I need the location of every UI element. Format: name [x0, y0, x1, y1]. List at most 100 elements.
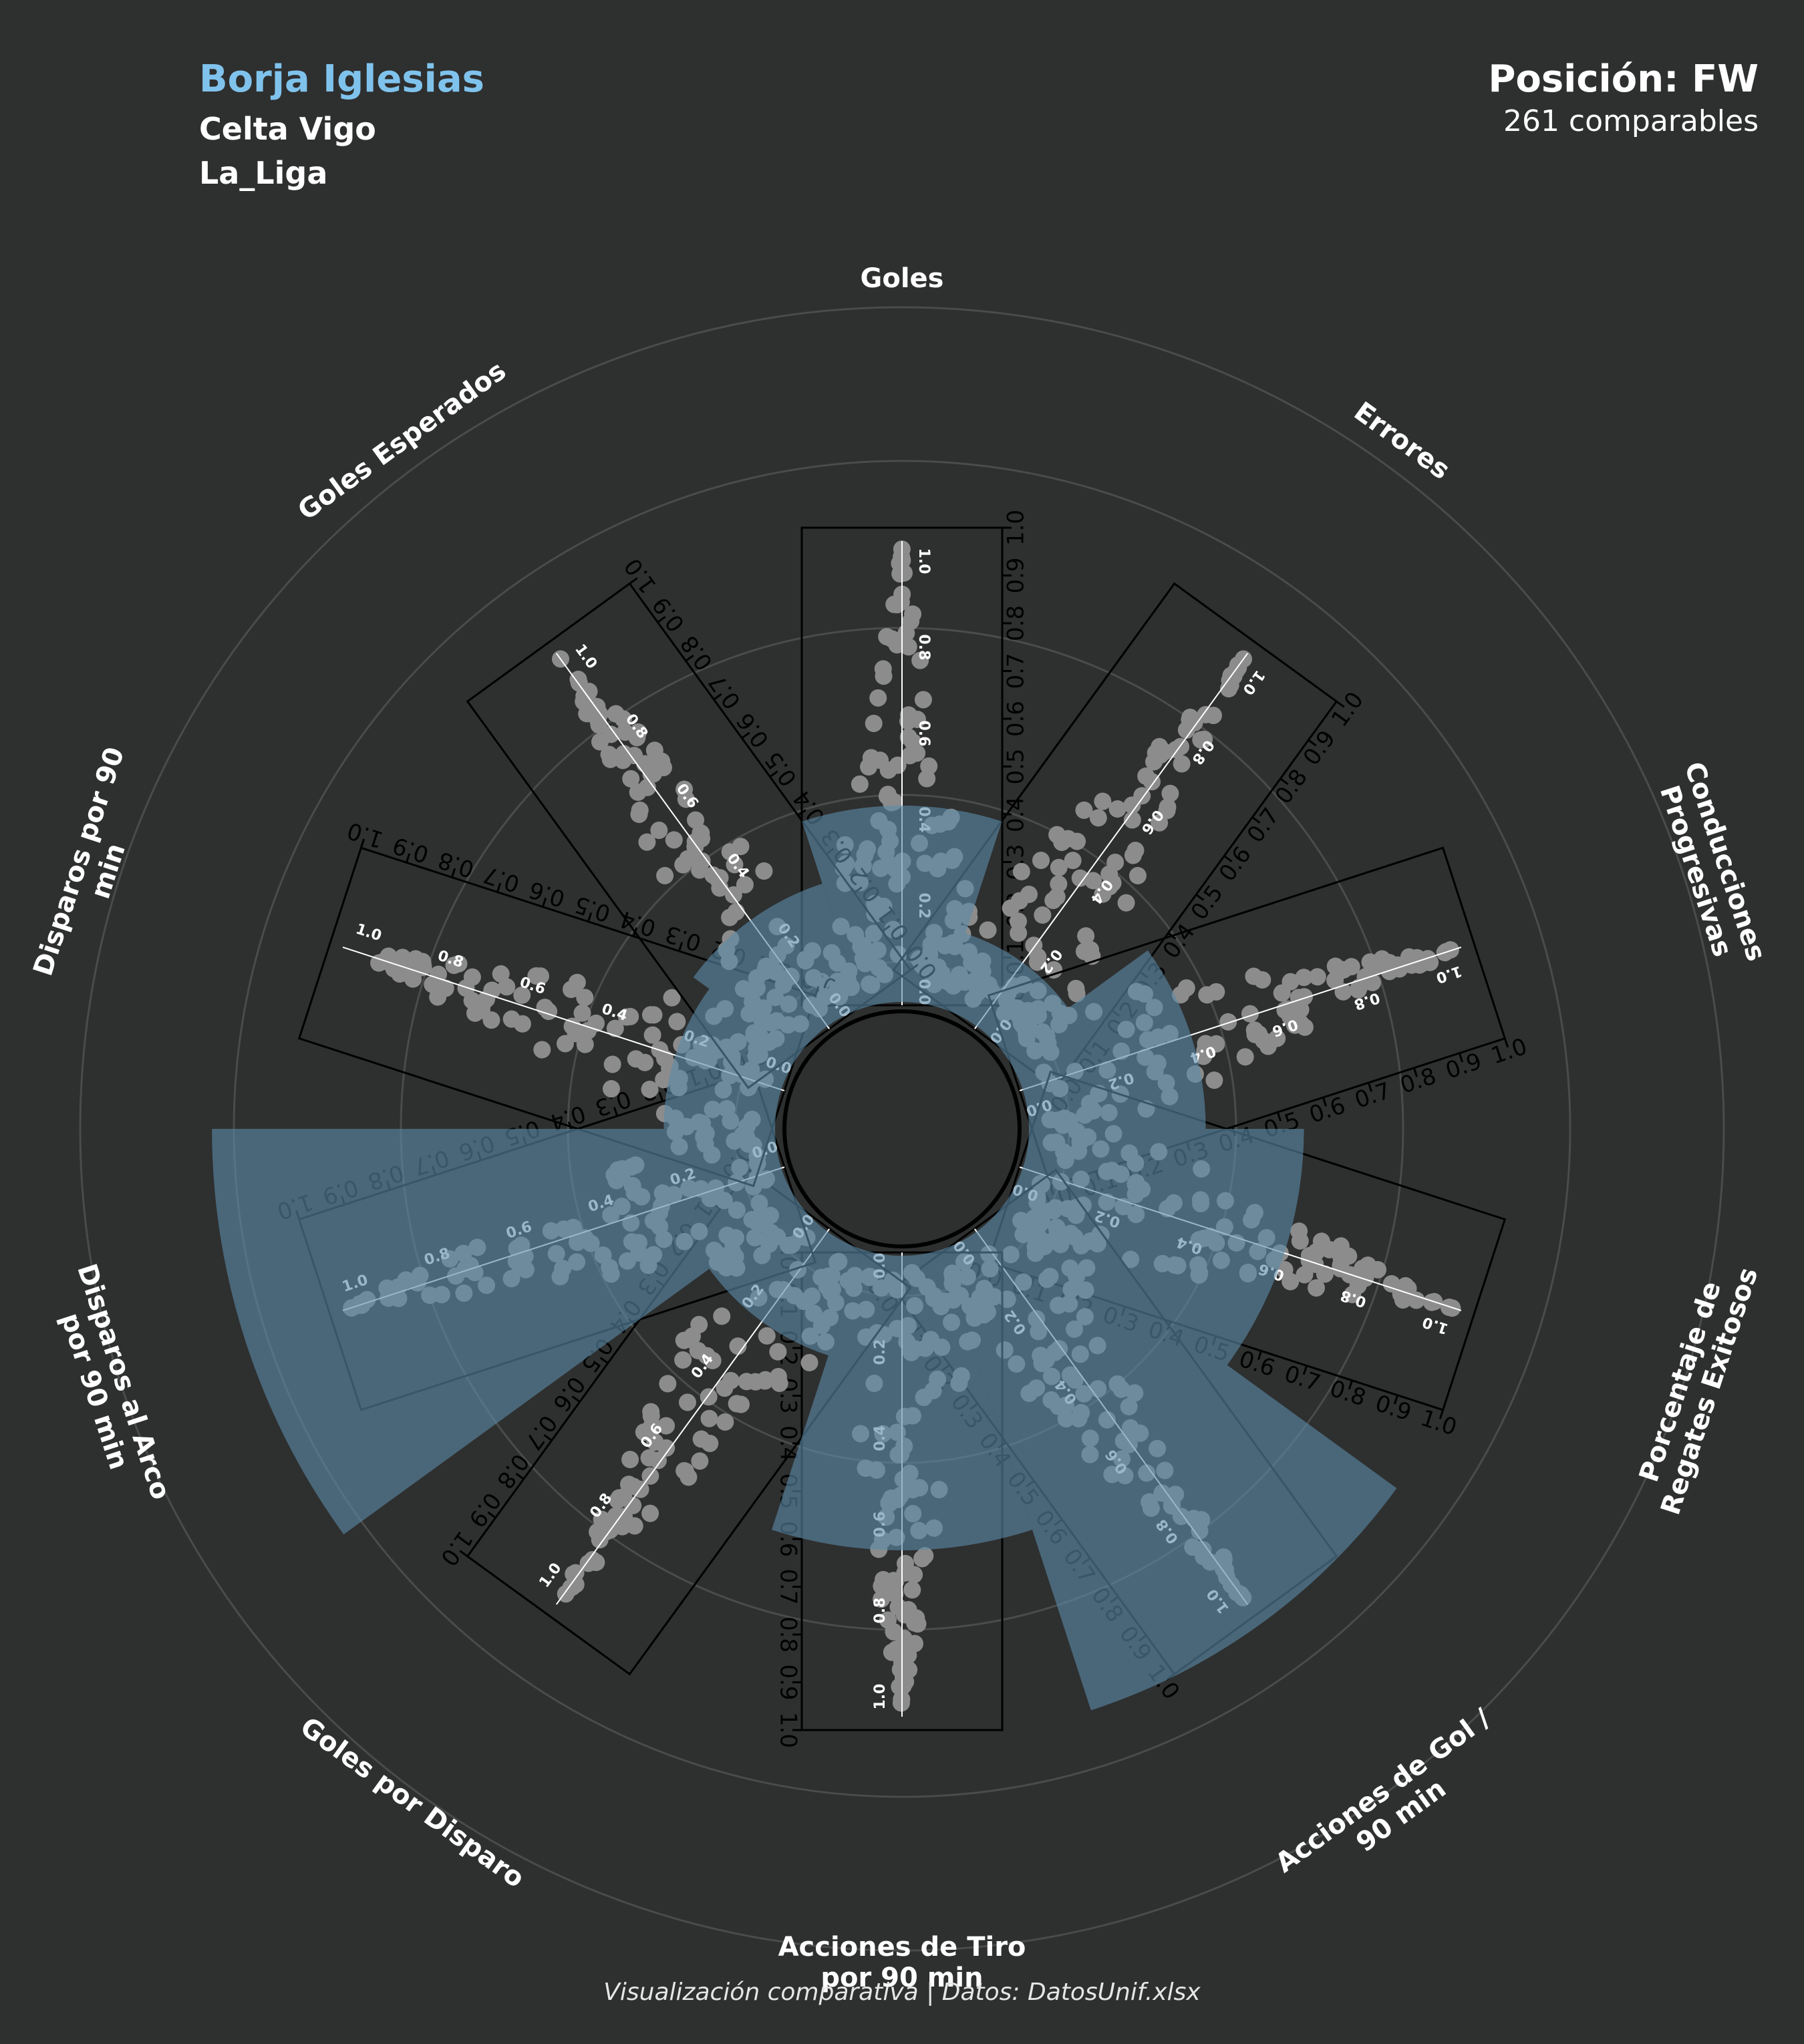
data-dot [1399, 1280, 1417, 1298]
data-dot [436, 979, 454, 997]
data-dot [716, 1413, 734, 1431]
axis-tick [1308, 739, 1317, 747]
player-bar [1004, 950, 1206, 1129]
axis-tick [450, 868, 456, 878]
data-dot [1219, 1013, 1237, 1031]
axis-tick [1223, 855, 1233, 862]
data-dot [630, 806, 648, 824]
inner-tick-label: 0.8 [872, 1598, 889, 1624]
axis-tick-label: 0.4 [1158, 919, 1201, 964]
axis-tick-label: 0.7 [1352, 1077, 1394, 1114]
data-dot [641, 1504, 659, 1522]
data-dot [918, 770, 936, 788]
data-dot [800, 1353, 818, 1371]
data-dot [689, 1341, 707, 1359]
data-dot [565, 1565, 583, 1583]
data-dot [903, 1581, 921, 1599]
axis-tick [1348, 1380, 1354, 1390]
axis-tick [587, 912, 593, 922]
data-dot [1253, 971, 1271, 989]
data-dot [1100, 865, 1118, 883]
player-bar [693, 883, 863, 1055]
data-dot [1123, 811, 1141, 829]
category-label: Errores [1348, 396, 1455, 486]
data-dot [659, 1375, 677, 1393]
data-dot [677, 790, 695, 808]
category-label: Disparos por 90min [27, 743, 160, 989]
data-dot [916, 1547, 934, 1565]
axis-tick [1276, 1112, 1282, 1122]
data-dot [1064, 852, 1082, 870]
data-dot [701, 1434, 719, 1452]
data-dot [473, 996, 491, 1014]
player-bar [941, 1203, 1397, 1711]
axis-tick-label: 0.6 [526, 876, 569, 912]
axis-tick-label: 0.9 [1298, 725, 1341, 770]
data-dot [635, 1423, 653, 1441]
axis-tick-label: 0.8 [491, 1449, 534, 1494]
category-label: Acciones de Tiro por 90 min [778, 1932, 1026, 1993]
ring [79, 306, 1725, 1952]
data-dot [591, 1531, 609, 1549]
axis-tick [459, 1550, 468, 1558]
data-dot [450, 955, 468, 973]
data-dot [532, 967, 550, 985]
data-dot [906, 1614, 924, 1632]
data-dot [1268, 1029, 1286, 1047]
data-dot [1094, 792, 1112, 810]
axis-tick [1412, 1067, 1418, 1077]
data-dot [1002, 899, 1020, 917]
axis-tick [685, 654, 694, 662]
player-name: Borja Iglesias [199, 57, 484, 101]
axis-tick-label: 0.8 [1326, 1375, 1369, 1412]
data-dot [1236, 1048, 1254, 1066]
data-dot [1195, 730, 1213, 748]
data-dot [1382, 1274, 1400, 1293]
data-dot [895, 564, 913, 582]
data-dot [878, 787, 896, 805]
data-dot [502, 1010, 520, 1028]
data-dot [722, 1371, 740, 1389]
data-dot [1075, 801, 1093, 819]
axis-tick [657, 616, 666, 623]
axis-tick [599, 1357, 609, 1364]
axis-tick [543, 1433, 553, 1441]
axis-tick [1251, 816, 1261, 824]
axis-tick-label: 1.0 [775, 1712, 802, 1748]
data-dot [1286, 1016, 1304, 1034]
category-label: Goles por Disparo [295, 1711, 530, 1894]
axis-tick-label: 1.0 [1488, 1033, 1531, 1070]
data-dot [625, 1478, 643, 1496]
data-dot [679, 850, 697, 868]
data-dot [1326, 971, 1344, 989]
data-dot [678, 1393, 696, 1411]
data-dot [646, 1433, 664, 1451]
player-bar [941, 933, 1068, 1055]
axis-tick-label: 0.6 [1003, 701, 1030, 737]
axis-tick-label: 0.9 [1003, 557, 1030, 593]
data-dot [693, 852, 711, 870]
data-dot [865, 714, 883, 732]
data-dot [563, 981, 581, 999]
axis-tick-label: 0.5 [760, 746, 802, 791]
player-bar [663, 989, 800, 1129]
data-dot [576, 989, 594, 1007]
data-dot [1354, 1259, 1372, 1277]
data-dot [979, 921, 997, 939]
footer-caption: Visualización comparativa | Datos: Datos… [603, 1979, 1201, 2006]
axis-tick-label: 1.0 [435, 1526, 478, 1570]
data-dot [704, 866, 722, 884]
data-dot [1129, 866, 1147, 884]
axis-tick [571, 1395, 581, 1403]
axis-tick-label: 0.5 [1186, 880, 1229, 925]
data-dot [650, 822, 668, 840]
data-dot [911, 651, 929, 669]
data-dot [746, 1373, 764, 1391]
data-dot [616, 723, 634, 741]
data-dot [687, 811, 705, 829]
player-bar [772, 1249, 1032, 1551]
data-dot [1292, 1001, 1310, 1019]
data-dot [642, 1407, 660, 1425]
axis-tick [515, 1472, 524, 1480]
axis-tick-label: 0.9 [1372, 1390, 1414, 1427]
